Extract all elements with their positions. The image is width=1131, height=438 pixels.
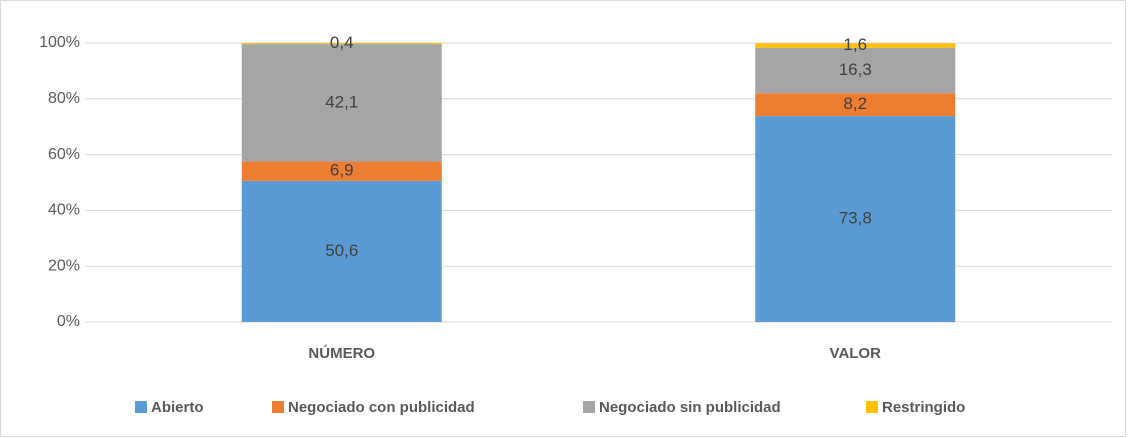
legend-label: Negociado con publicidad: [288, 399, 475, 416]
legend-label: Restringido: [882, 399, 965, 416]
y-tick-label: 40%: [48, 202, 80, 219]
legend-swatch: [583, 401, 595, 413]
bar-segment: [241, 44, 442, 162]
data-label: 16,3: [839, 60, 872, 79]
legend-swatch: [272, 401, 284, 413]
bar-segment: [755, 47, 956, 94]
y-tick-label: 80%: [48, 90, 80, 107]
data-label: 42,1: [325, 92, 358, 111]
bar-segment: [241, 180, 442, 322]
bar-segment: [241, 43, 442, 45]
bar-segment: [241, 161, 442, 181]
legend-swatch: [135, 401, 147, 413]
data-label: 6,9: [330, 161, 354, 180]
y-tick-label: 0%: [57, 313, 80, 330]
data-label: 50,6: [325, 241, 358, 260]
y-tick-label: 20%: [48, 257, 80, 274]
legend-label: Negociado sin publicidad: [599, 399, 781, 416]
data-label: 73,8: [839, 209, 872, 228]
data-label: 8,2: [843, 94, 867, 113]
x-tick-label: VALOR: [830, 345, 882, 362]
bar-segment: [755, 43, 956, 48]
data-label: 0,4: [330, 33, 354, 52]
legend-swatch: [866, 401, 878, 413]
legend-label: Abierto: [151, 399, 204, 416]
bar-segment: [755, 93, 956, 117]
data-label: 1,6: [843, 35, 867, 54]
bar-segment: [755, 116, 956, 323]
y-tick-label: 60%: [48, 146, 80, 163]
y-tick-label: 100%: [39, 34, 80, 51]
x-tick-label: NÚMERO: [308, 344, 375, 362]
